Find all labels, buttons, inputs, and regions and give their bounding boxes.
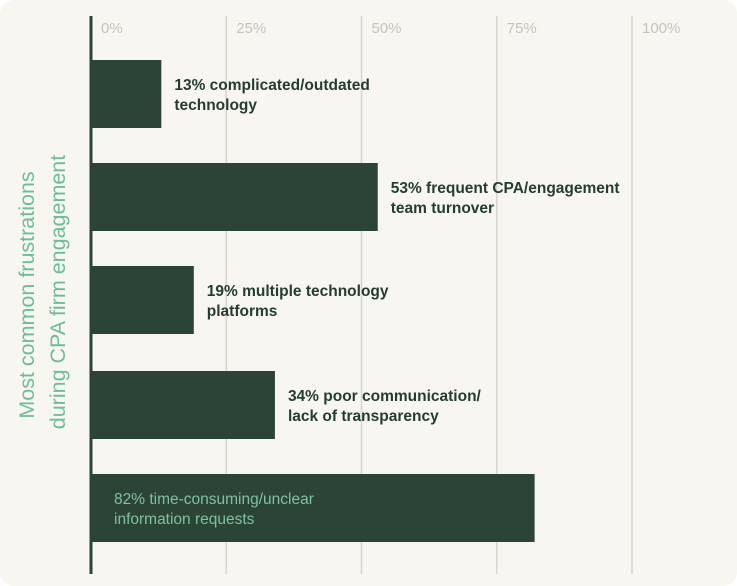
x-tick-label: 25% [236, 20, 266, 37]
bar [91, 474, 535, 542]
bar-labels: 13% complicated/outdated technology 53% fr… [114, 77, 620, 528]
y-axis-title: Most common frustrations during CPA firm… [15, 155, 70, 429]
bar-label-line: 53% frequent CPA/engagement [391, 180, 620, 197]
x-tick-label: 0% [101, 20, 123, 37]
bar-label-line: 19% multiple technology [207, 283, 389, 300]
bar-label: 34% poor communication/lack of transpare… [288, 388, 482, 425]
bar-label-line: 13% complicated/outdated [174, 77, 370, 94]
x-tick-label: 100% [642, 20, 680, 37]
x-tick-label: 75% [507, 20, 537, 37]
bar-label: 13% complicated/outdated technology [174, 77, 370, 114]
bar [91, 163, 378, 231]
bar-label-line: platforms [207, 303, 278, 320]
bar-label-line: information requests [114, 511, 255, 528]
bar-label-line: technology [174, 97, 257, 114]
bar-label-line: team turnover [391, 200, 494, 217]
bar-label: 82% time-consuming/unclear information re… [114, 491, 314, 528]
bar-label: 19% multiple technology platforms [207, 283, 389, 320]
bar [91, 60, 162, 128]
bar-label-line: lack of transparency [288, 408, 439, 425]
y-axis-title-line-1: Most common frustrations [15, 171, 39, 418]
bar-label-line: 82% time-consuming/unclear [114, 491, 314, 508]
bar-label: 53% frequent CPA/engagement team turnover [391, 180, 620, 217]
bar [91, 266, 194, 334]
y-axis-title-line-2: during CPA firm engagement [46, 155, 70, 429]
bar-label-line: 34% poor communication/ [288, 388, 482, 405]
bar [91, 371, 275, 439]
x-tick-label: 50% [372, 20, 402, 37]
bars [91, 60, 535, 542]
x-tick-labels: 0% 25% 50% 75% 100% [101, 20, 680, 37]
